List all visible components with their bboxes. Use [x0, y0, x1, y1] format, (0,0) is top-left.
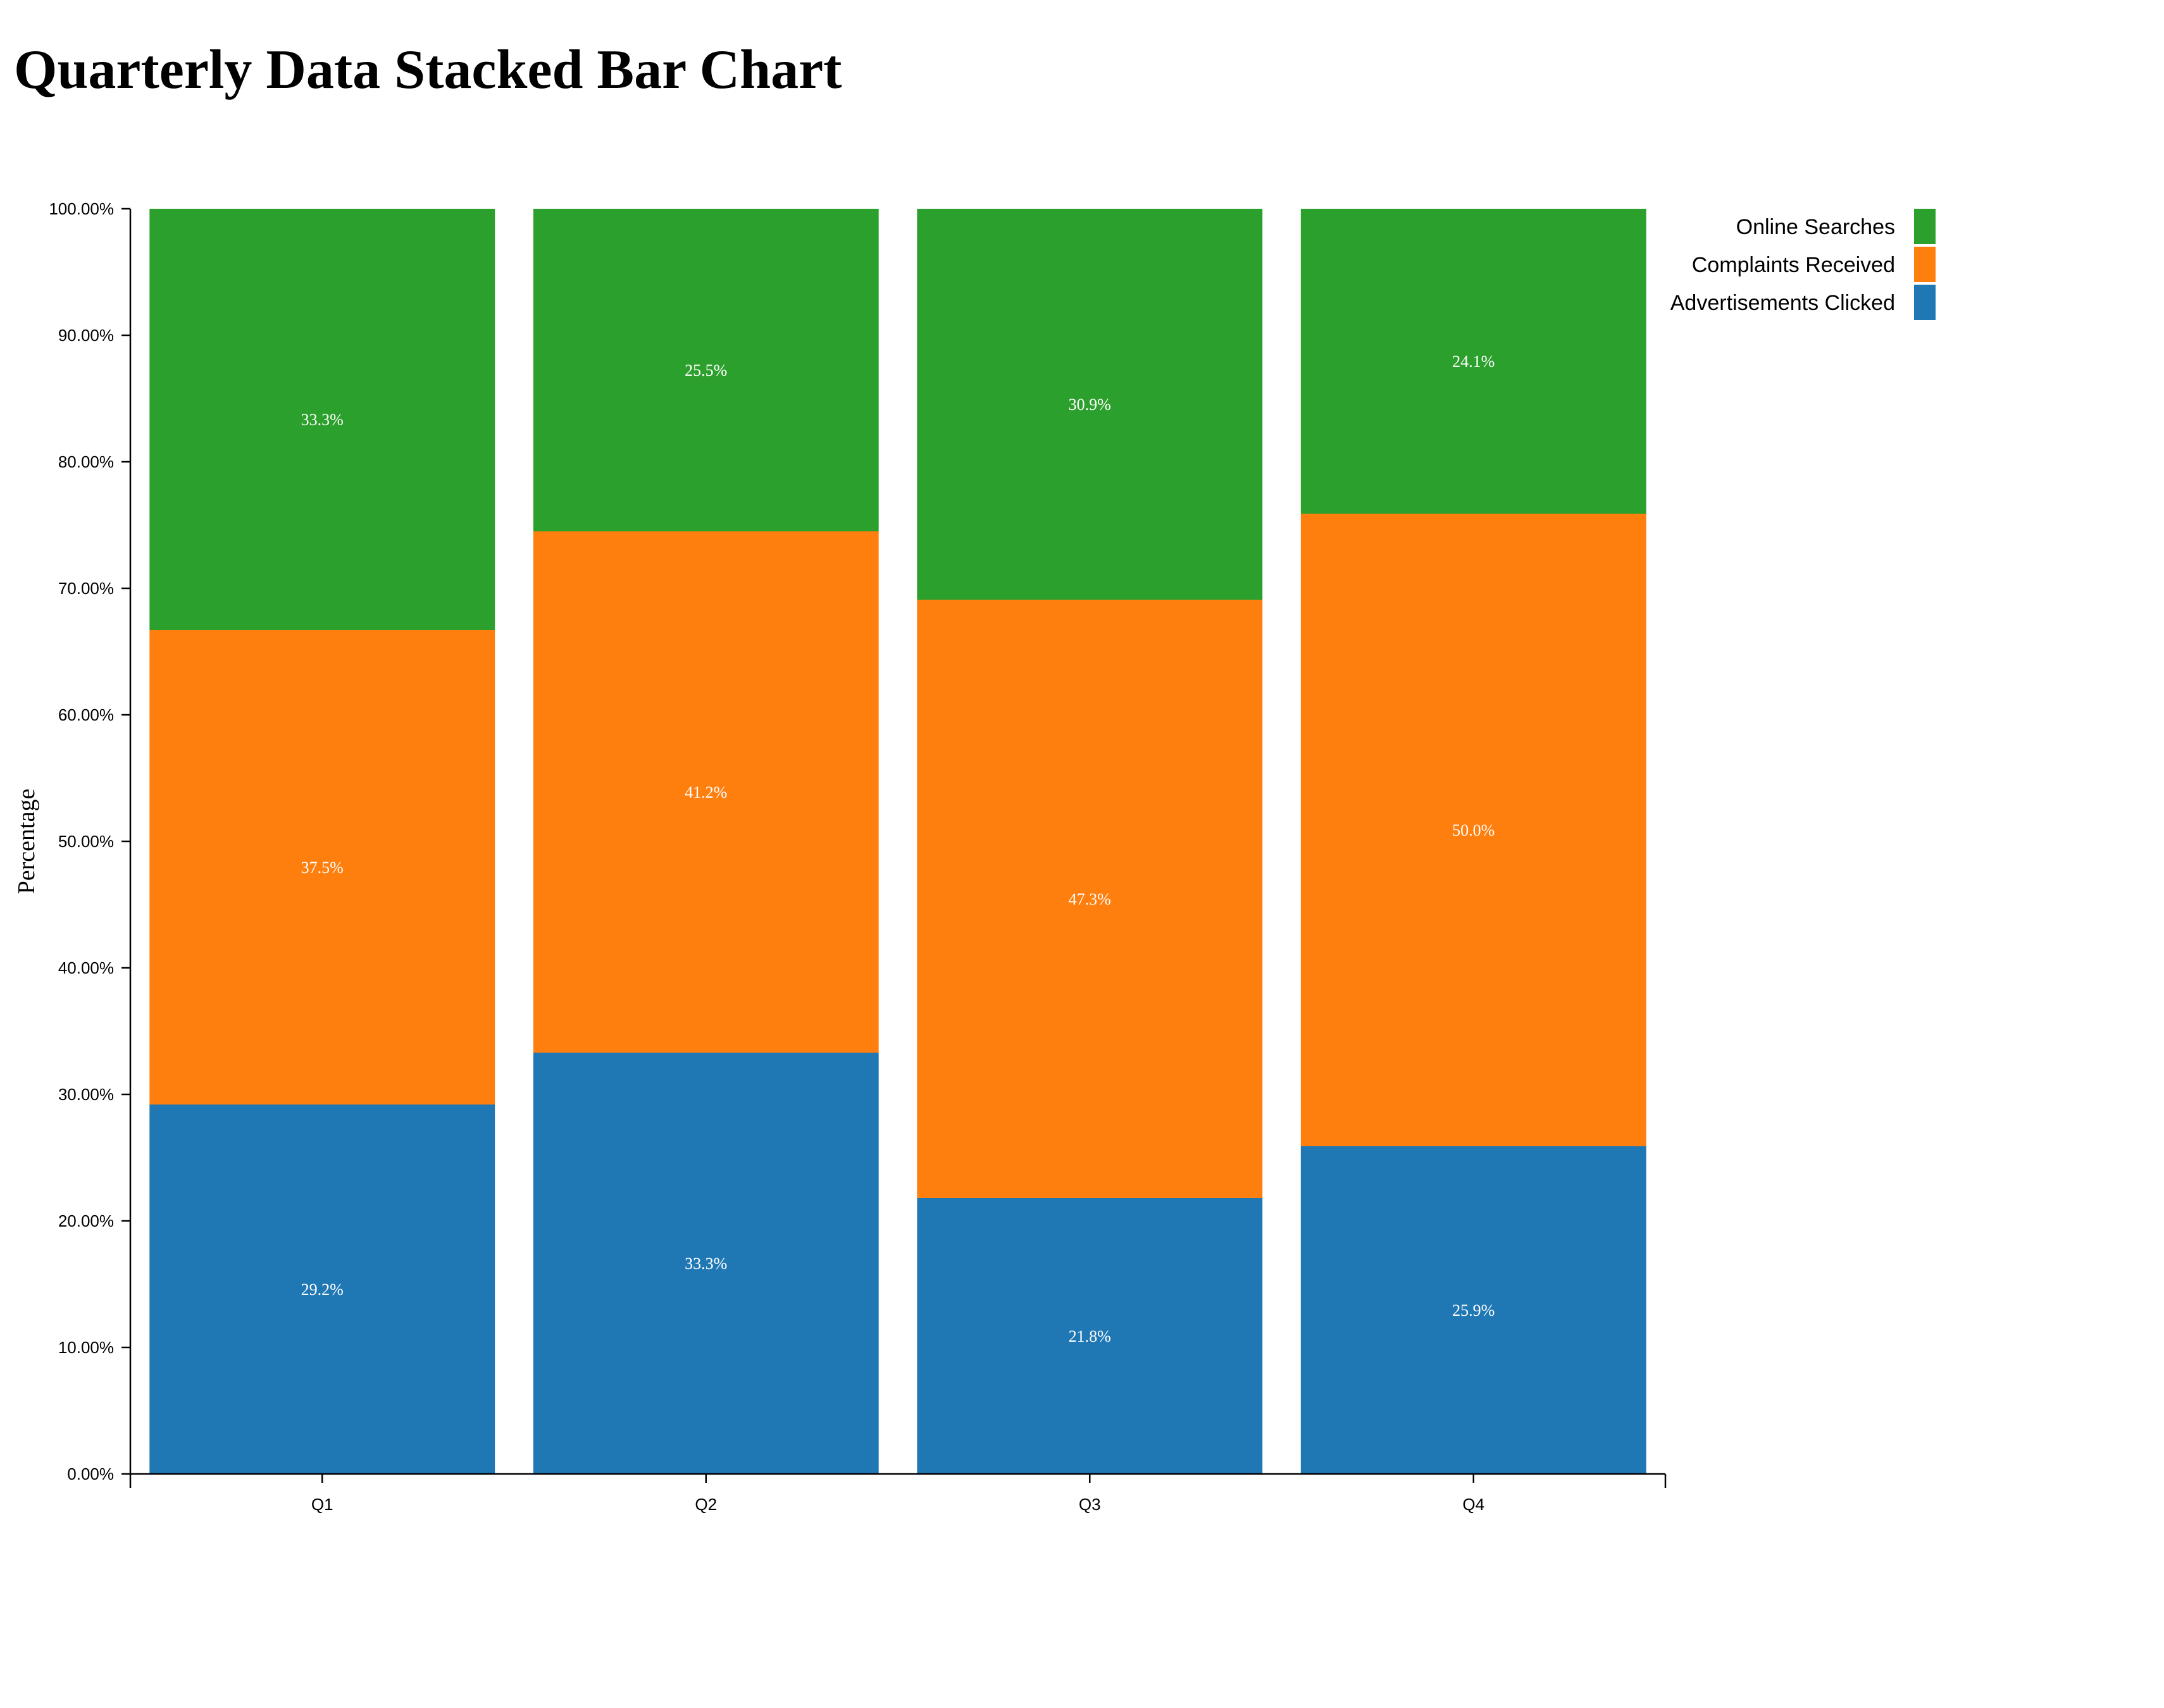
- bar-data-label: 37.5%: [301, 858, 344, 877]
- bar-data-label: 25.5%: [685, 361, 727, 380]
- bar-data-label: 50.0%: [1452, 821, 1495, 839]
- y-tick-label: 70.00%: [58, 579, 114, 598]
- bar-labels-layer: 29.2% 37.5% 33.3% 33.3% 41.2% 25.5% 21.8% 47.3%…: [301, 352, 1495, 1346]
- legend-label: Complaints Received: [1692, 253, 1895, 277]
- legend-item-advertisements-clicked[interactable]: Advertisements Clicked: [1670, 285, 1936, 320]
- y-tick-label: 90.00%: [58, 326, 114, 345]
- legend-label: Advertisements Clicked: [1670, 291, 1895, 315]
- x-tick-label: Q4: [1462, 1495, 1484, 1514]
- bar-segment-q2-online-searches: [533, 209, 879, 531]
- bar-segment-q4-advertisements-clicked: [1300, 1146, 1646, 1474]
- bar-data-label: 41.2%: [685, 783, 727, 801]
- bar-data-label: 25.9%: [1452, 1301, 1495, 1320]
- legend-swatch: [1914, 247, 1936, 282]
- y-axis: 0.00% 10.00% 20.00% 30.00% 40.00% 50.00% 60.00…: [49, 199, 132, 1483]
- legend[interactable]: Online Searches Complaints Received Advert…: [1670, 209, 1936, 320]
- y-tick-label: 100.00%: [49, 199, 114, 218]
- bar-segment-q1-complaints-received: [149, 630, 495, 1105]
- legend-item-online-searches[interactable]: Online Searches: [1736, 209, 1936, 244]
- y-axis-title: Percentage: [13, 789, 40, 894]
- y-tick-label: 20.00%: [58, 1211, 114, 1230]
- y-tick-label: 0.00%: [67, 1464, 114, 1483]
- bar-segment-q1-online-searches: [149, 209, 495, 630]
- bar-segment-q3-complaints-received: [917, 600, 1263, 1198]
- bar-data-label: 30.9%: [1069, 395, 1111, 414]
- legend-item-complaints-received[interactable]: Complaints Received: [1692, 247, 1936, 282]
- x-tick-label: Q3: [1079, 1495, 1101, 1514]
- bar-data-label: 21.8%: [1069, 1327, 1111, 1346]
- bar-segment-q3-advertisements-clicked: [917, 1198, 1263, 1474]
- y-tick-label: 10.00%: [58, 1338, 114, 1357]
- bar-segment-q4-complaints-received: [1300, 514, 1646, 1146]
- legend-swatch: [1914, 209, 1936, 244]
- bar-segment-q2-complaints-received: [533, 531, 879, 1053]
- chart-title: Quarterly Data Stacked Bar Chart: [14, 39, 842, 101]
- bar-data-label: 24.1%: [1452, 352, 1495, 371]
- bar-data-label: 29.2%: [301, 1280, 344, 1299]
- y-tick-label: 50.00%: [58, 832, 114, 851]
- bar-segment-q4-online-searches: [1300, 209, 1646, 514]
- y-tick-label: 30.00%: [58, 1085, 114, 1104]
- y-tick-label: 40.00%: [58, 958, 114, 977]
- bar-data-label: 47.3%: [1069, 890, 1111, 908]
- bar-segment-q3-online-searches: [917, 209, 1263, 600]
- bars-layer: [149, 209, 1646, 1474]
- bar-segment-q1-advertisements-clicked: [149, 1105, 495, 1474]
- y-tick-label: 80.00%: [58, 452, 114, 471]
- bar-data-label: 33.3%: [301, 411, 344, 429]
- legend-swatch: [1914, 285, 1936, 320]
- x-axis: Q1 Q2 Q3 Q4: [129, 1473, 1667, 1514]
- legend-label: Online Searches: [1736, 215, 1895, 239]
- x-tick-label: Q1: [311, 1495, 333, 1514]
- bar-data-label: 33.3%: [685, 1254, 727, 1273]
- x-tick-label: Q2: [695, 1495, 717, 1514]
- bar-segment-q2-advertisements-clicked: [533, 1053, 879, 1474]
- y-tick-label: 60.00%: [58, 705, 114, 724]
